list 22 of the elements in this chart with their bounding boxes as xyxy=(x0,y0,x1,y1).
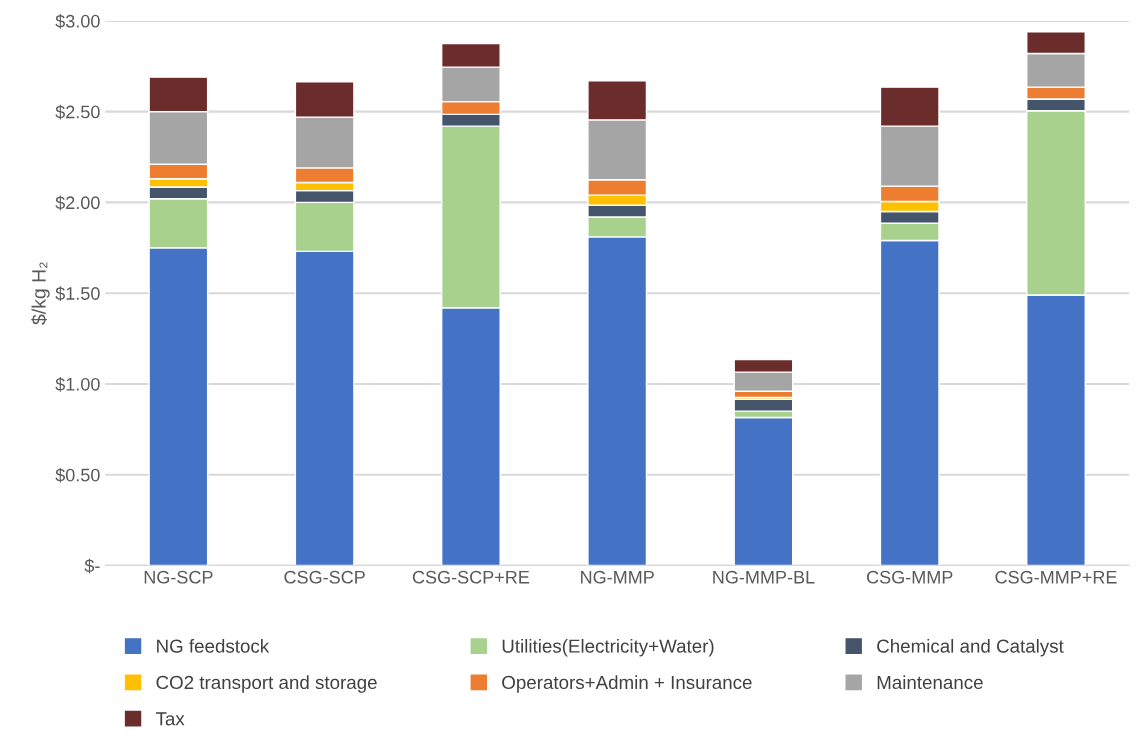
legend-label: Tax xyxy=(155,712,185,726)
y-axis-title: $/kg H₂ xyxy=(31,262,50,325)
x-tick-label: NG-MMP xyxy=(581,570,654,584)
x-tick-label: NG-MMP-BL xyxy=(713,570,815,584)
legend-label: NG feedstock xyxy=(157,638,270,653)
x-tick-label: CSG-MMP xyxy=(867,570,953,584)
x-tick-label: CSG-SCP+RE xyxy=(412,570,530,584)
y-tick-label: $- xyxy=(84,558,100,574)
y-tick-label: $0.50 xyxy=(55,467,100,483)
legend-label: Chemical and Catalyst xyxy=(877,638,1064,657)
legend-label: Maintenance xyxy=(877,675,983,690)
x-tick-label: NG-SCP xyxy=(144,570,213,584)
y-tick-label: $3.00 xyxy=(55,14,100,29)
x-tick-label: CSG-SCP xyxy=(284,570,365,584)
y-tick-label: $2.50 xyxy=(55,104,100,120)
legend-label: Operators+Admin + Insurance xyxy=(502,675,752,693)
x-tick-label: CSG-MMP+RE xyxy=(995,570,1117,584)
y-tick-label: $1.00 xyxy=(55,377,100,392)
legend-label: CO2 transport and storage xyxy=(156,675,377,693)
y-tick-label: $1.50 xyxy=(55,286,100,301)
legend-label: Utilities(Electricity+Water) xyxy=(502,638,714,657)
y-tick-label: $2.00 xyxy=(55,195,100,211)
